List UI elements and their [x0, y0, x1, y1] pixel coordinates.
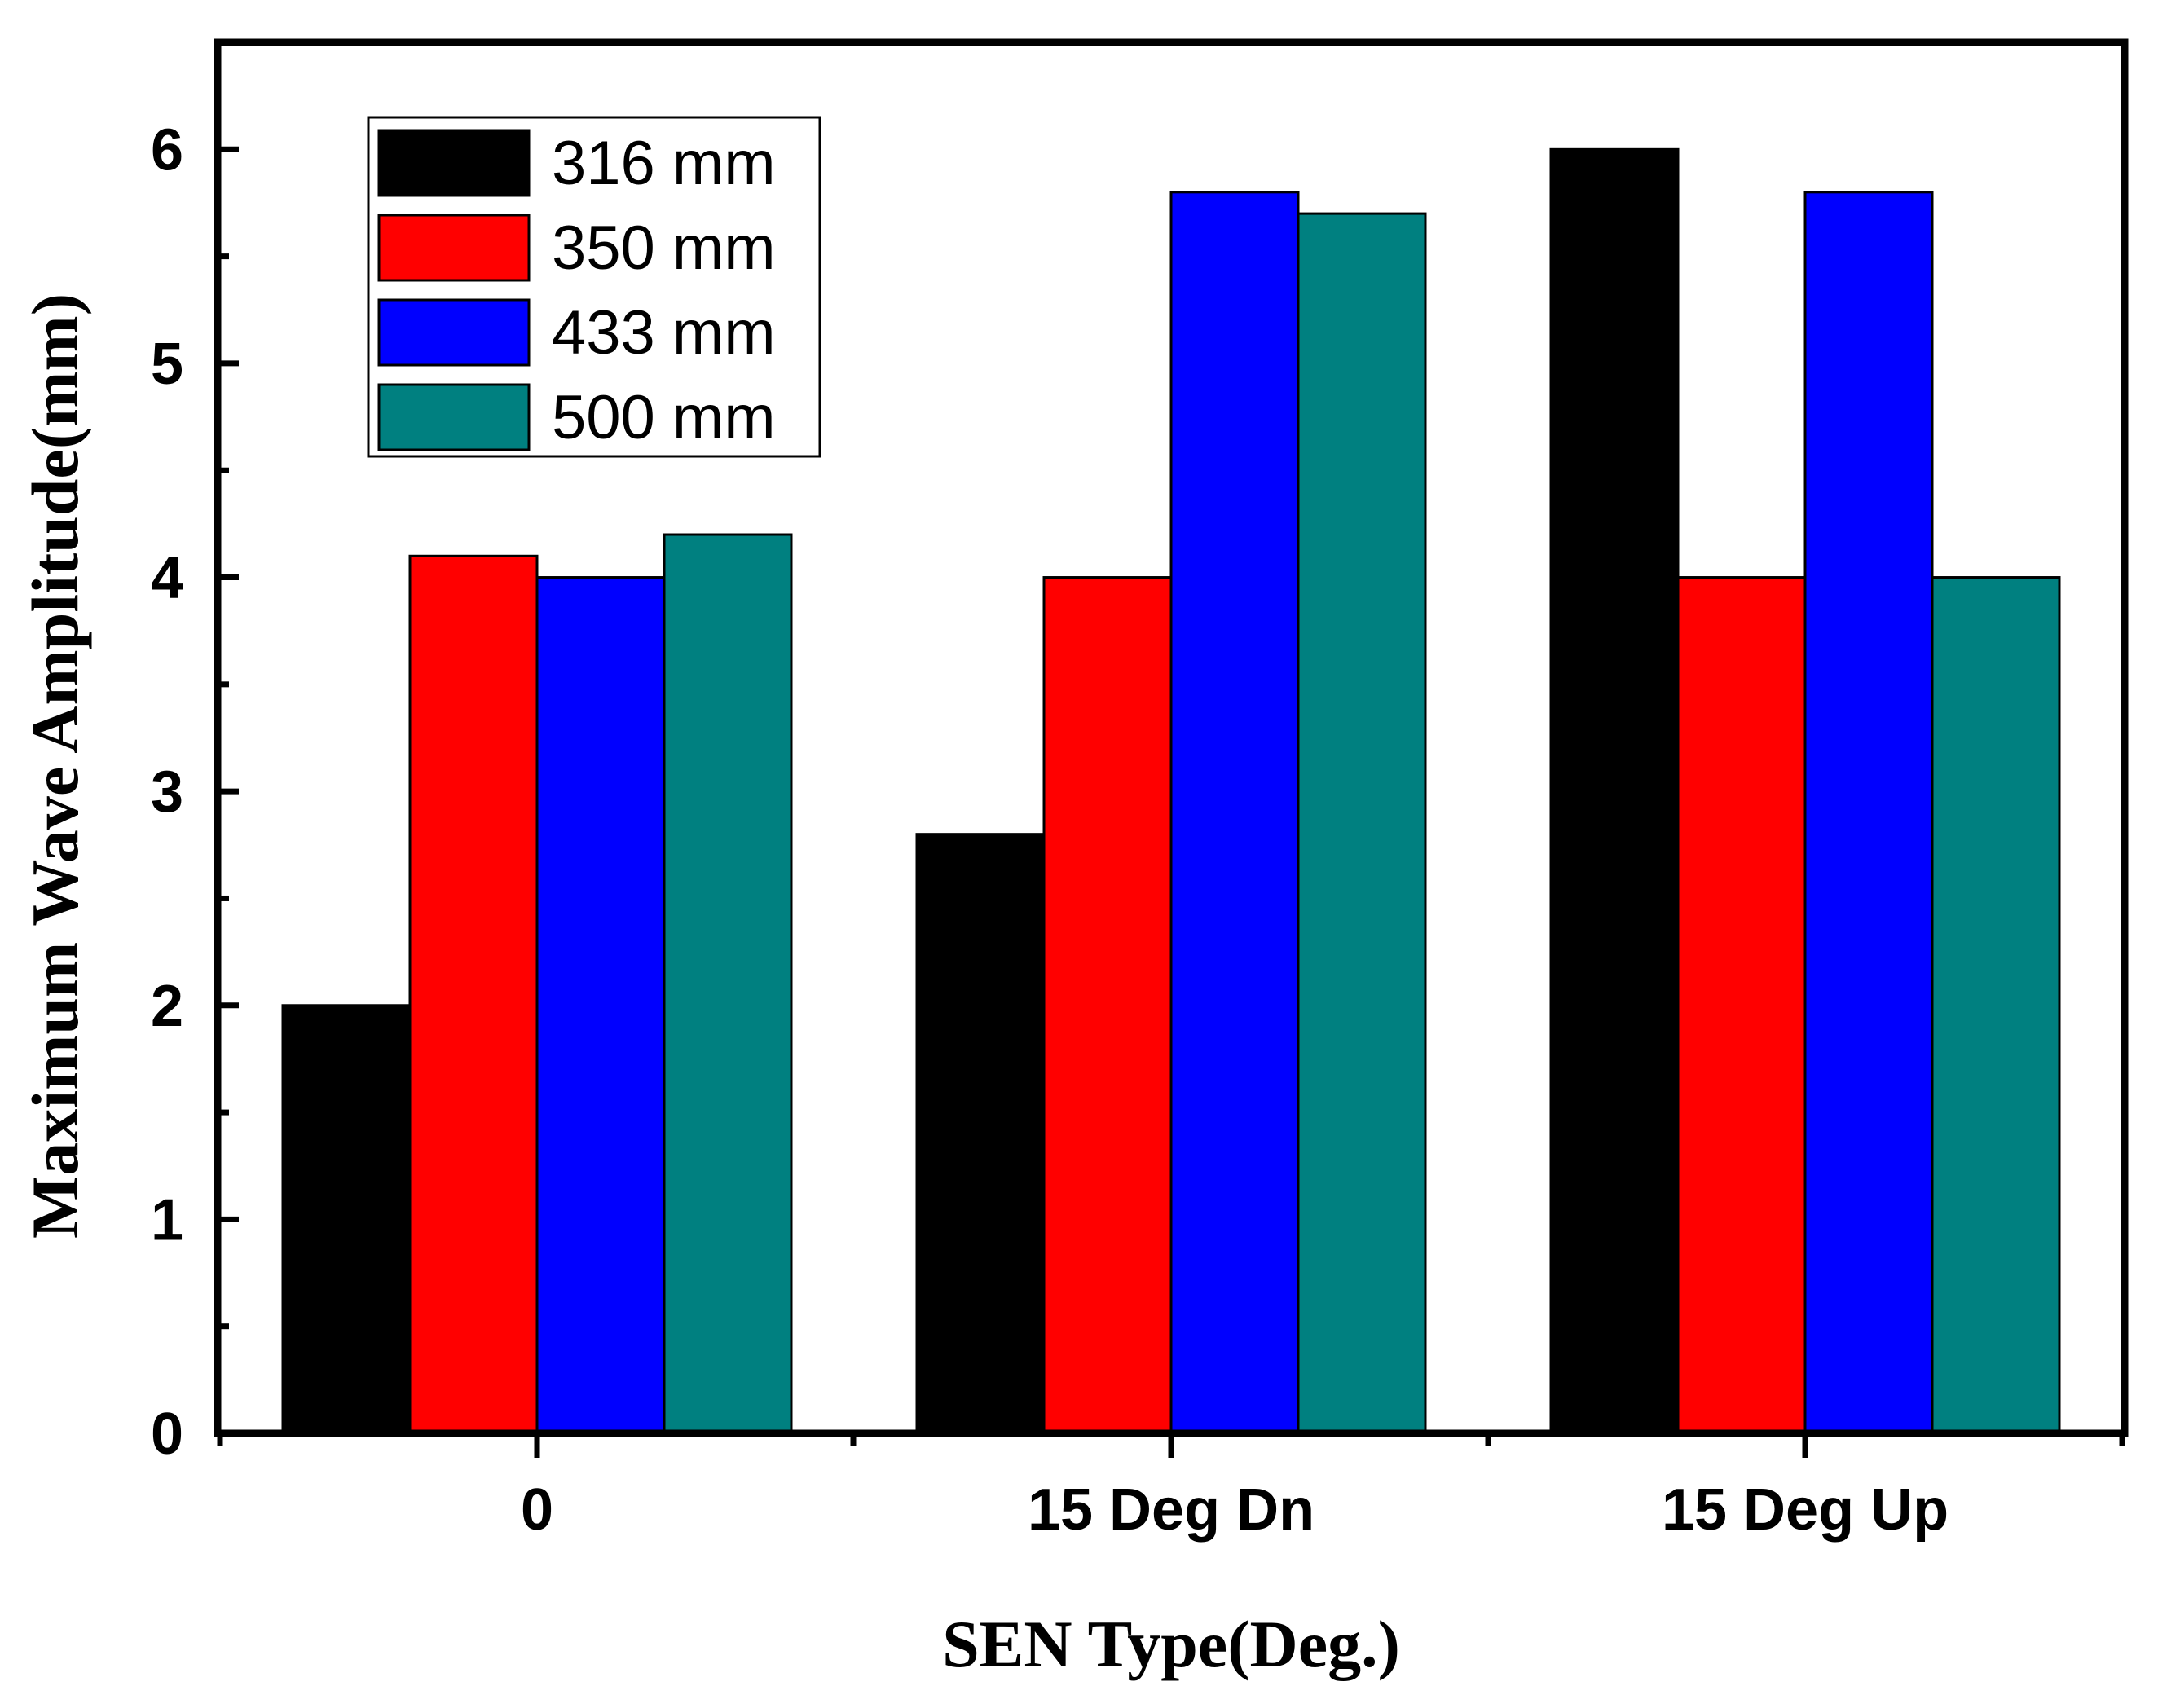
bar-350-mm-15-deg-up [1676, 576, 1807, 1435]
bar-316-mm-15-deg-up [1549, 147, 1680, 1435]
x-tick-label: 0 [521, 1477, 553, 1543]
legend-label-350-mm: 350 mm [552, 214, 776, 283]
ticks-layer: 0 1 2 3 4 5 6 0 15 Deg Dn 15 Deg Up [151, 117, 2125, 1543]
bar-433-mm-15-deg-up [1803, 191, 1934, 1435]
x-tick-label: 15 Deg Dn [1028, 1477, 1315, 1543]
y-tick-label: 2 [151, 974, 183, 1039]
bar-433-mm-0 [535, 576, 666, 1435]
bar-500-mm-0 [663, 533, 793, 1435]
legend-swatch-500-mm [377, 383, 531, 451]
bar-500-mm-15-deg-dn [1297, 212, 1427, 1435]
y-tick-label: 6 [151, 117, 183, 183]
x-tick-label: 15 Deg Up [1662, 1477, 1949, 1543]
bar-316-mm-0 [281, 1004, 412, 1435]
y-tick-label: 5 [151, 332, 183, 397]
legend-swatch-316-mm [377, 129, 531, 197]
legend-swatch-350-mm [377, 214, 531, 282]
legend: 316 mm 350 mm 433 mm 500 mm [367, 116, 821, 458]
legend-label-500-mm: 500 mm [552, 383, 776, 452]
y-axis-title: Maximum Wave Amplitude(mm) [18, 293, 92, 1239]
bars-layer [281, 147, 2061, 1435]
legend-label-316-mm: 316 mm [552, 129, 776, 198]
bar-350-mm-0 [408, 554, 539, 1435]
x-axis-title: SEN Type(Deg.) [942, 1607, 1400, 1681]
bar-500-mm-15-deg-up [1931, 576, 2061, 1435]
y-tick-label: 3 [151, 759, 183, 825]
y-tick-label: 4 [151, 546, 183, 611]
bar-350-mm-15-deg-dn [1042, 576, 1173, 1435]
y-tick-label: 0 [151, 1402, 183, 1467]
legend-label-433-mm: 433 mm [552, 298, 776, 368]
bar-433-mm-15-deg-dn [1169, 191, 1300, 1435]
legend-swatch-433-mm [377, 298, 531, 367]
y-tick-label: 1 [151, 1187, 183, 1252]
bar-316-mm-15-deg-dn [915, 833, 1046, 1435]
